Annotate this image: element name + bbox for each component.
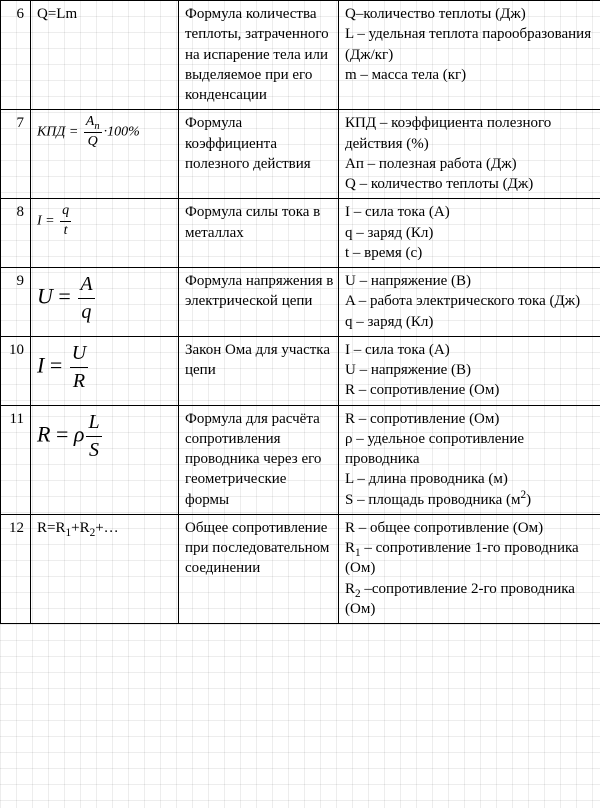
description-cell: Формула количества теплоты, затраченного… [179, 1, 339, 110]
formula-cell: U = Aq [31, 268, 179, 337]
row-number: 11 [1, 405, 31, 514]
description-cell: Формула силы тока в металлах [179, 199, 339, 268]
formula-cell: КПД = AпQ·100% [31, 110, 179, 199]
table-row: 6Q=LmФормула количества теплоты, затраче… [1, 1, 600, 110]
explanation-cell: I – сила тока (А)U – напряжение (В)R – с… [339, 336, 600, 405]
formula-cell: I = UR [31, 336, 179, 405]
row-number: 12 [1, 514, 31, 623]
description-cell: Формула коэффициента полезного действия [179, 110, 339, 199]
table-row: 8I = qtФормула силы тока в металлахI – с… [1, 199, 600, 268]
description-cell: Общее сопротивление при последовательном… [179, 514, 339, 623]
formula-cell: R=R1+R2+… [31, 514, 179, 623]
explanation-cell: I – сила тока (А)q – заряд (Кл)t – время… [339, 199, 600, 268]
physics-formulas-table: 6Q=LmФормула количества теплоты, затраче… [0, 0, 600, 624]
explanation-cell: R – общее сопротивление (Ом)R1 – сопроти… [339, 514, 600, 623]
row-number: 8 [1, 199, 31, 268]
description-cell: Формула для расчёта сопротивления провод… [179, 405, 339, 514]
row-number: 10 [1, 336, 31, 405]
description-cell: Закон Ома для участка цепи [179, 336, 339, 405]
table-row: 12R=R1+R2+…Общее сопротивление при после… [1, 514, 600, 623]
explanation-cell: U – напряжение (В)A – работа электрическ… [339, 268, 600, 337]
explanation-cell: Q–количество теплоты (Дж)L – удельная те… [339, 1, 600, 110]
table-row: 11R = ρLSФормула для расчёта сопротивлен… [1, 405, 600, 514]
explanation-cell: КПД – коэффициента полезного действия (%… [339, 110, 600, 199]
table-row: 7КПД = AпQ·100%Формула коэффициента поле… [1, 110, 600, 199]
formula-cell: R = ρLS [31, 405, 179, 514]
formula-cell: Q=Lm [31, 1, 179, 110]
table-row: 9U = AqФормула напряжения в электрическо… [1, 268, 600, 337]
formula-cell: I = qt [31, 199, 179, 268]
table-row: 10I = URЗакон Ома для участка цепиI – си… [1, 336, 600, 405]
row-number: 6 [1, 1, 31, 110]
row-number: 9 [1, 268, 31, 337]
table-body: 6Q=LmФормула количества теплоты, затраче… [1, 1, 600, 624]
row-number: 7 [1, 110, 31, 199]
explanation-cell: R – сопротивление (Ом)ρ – удельное сопро… [339, 405, 600, 514]
description-cell: Формула напряжения в электрической цепи [179, 268, 339, 337]
